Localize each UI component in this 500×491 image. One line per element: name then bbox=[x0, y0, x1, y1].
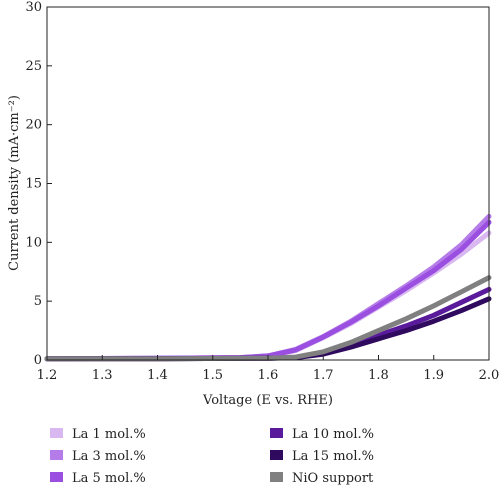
x-tick-label: 1.6 bbox=[258, 368, 279, 383]
x-tick-label: 1.4 bbox=[147, 368, 168, 383]
x-tick-label: 1.7 bbox=[313, 368, 334, 383]
series-line-3 bbox=[44, 219, 492, 362]
legend-swatch bbox=[270, 450, 283, 460]
legend: La 1 mol.% La 3 mol.% La 5 mol.% La 10 mol.… bbox=[50, 427, 374, 486]
series-line-5 bbox=[44, 296, 492, 362]
y-axis-title: Current density (mA·cm⁻²) bbox=[7, 95, 22, 271]
x-axis-title: Voltage (E vs. RHE) bbox=[202, 393, 333, 408]
plot-lines bbox=[44, 213, 492, 362]
legend-label: NiO support bbox=[292, 471, 374, 486]
y-tick-label: 0 bbox=[34, 353, 42, 368]
y-tick-label: 25 bbox=[25, 59, 42, 74]
series-line-6 bbox=[44, 275, 492, 362]
series-line-1 bbox=[44, 230, 492, 362]
legend-swatch bbox=[50, 428, 63, 438]
y-tick-label: 5 bbox=[34, 294, 42, 309]
legend-swatch bbox=[270, 428, 283, 438]
legend-label: La 15 mol.% bbox=[292, 449, 374, 464]
x-tick-label: 2.0 bbox=[479, 368, 500, 383]
legend-swatch bbox=[50, 472, 63, 482]
series-line-2 bbox=[44, 213, 492, 362]
x-tick-label: 1.9 bbox=[423, 368, 444, 383]
legend-label: La 10 mol.% bbox=[292, 427, 374, 442]
legend-label: La 3 mol.% bbox=[72, 449, 146, 464]
x-tick-label: 1.5 bbox=[202, 368, 223, 383]
y-tick-label: 20 bbox=[25, 118, 42, 133]
y-tick-label: 15 bbox=[25, 177, 42, 192]
legend-label: La 1 mol.% bbox=[72, 427, 146, 442]
x-tick-label: 1.2 bbox=[37, 368, 58, 383]
x-tick-label: 1.3 bbox=[92, 368, 113, 383]
y-tick-label: 10 bbox=[25, 235, 42, 250]
legend-swatch bbox=[50, 450, 63, 460]
y-tick-label: 30 bbox=[25, 0, 42, 15]
legend-swatch bbox=[270, 472, 283, 482]
axes: 1.2 1.3 1.4 1.5 1.6 1.7 1.8 1.9 2.0 0 5 10 15 20 25 30 bbox=[25, 0, 499, 383]
plot-frame bbox=[46, 6, 490, 361]
legend-label: La 5 mol.% bbox=[72, 471, 146, 486]
x-tick-label: 1.8 bbox=[368, 368, 389, 383]
